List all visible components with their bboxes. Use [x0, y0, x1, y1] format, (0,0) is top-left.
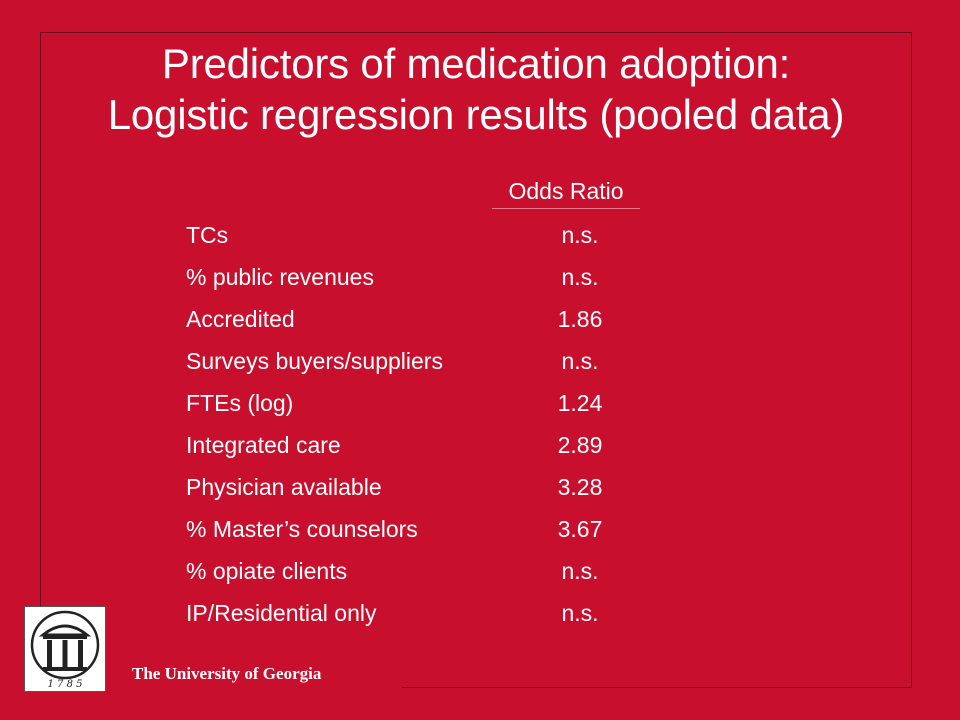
row-value: n.s.	[561, 264, 599, 290]
row-label: % Master’s counselors	[186, 516, 418, 542]
odds-ratio-header: Odds Ratio	[492, 174, 640, 209]
row-value: 2.89	[557, 432, 603, 458]
row-value: 3.28	[557, 474, 603, 500]
row-label: TCs	[186, 222, 229, 248]
arch-logo-icon: 1 7 8 5	[30, 610, 100, 690]
row-value: n.s.	[561, 222, 599, 248]
row-value: 1.86	[557, 306, 603, 332]
row-label: % opiate clients	[186, 558, 348, 584]
title-line-2: Logistic regression results (pooled data…	[107, 91, 845, 138]
row-label: Accredited	[186, 306, 295, 332]
row-label: IP/Residential only	[186, 600, 377, 626]
row-value: n.s.	[561, 348, 599, 374]
row-label: % public revenues	[186, 264, 374, 290]
row-label: Physician available	[186, 474, 382, 500]
university-logo: 1 7 8 5	[24, 606, 106, 692]
row-label: Surveys buyers/suppliers	[186, 348, 443, 374]
slide-title: Predictors of medication adoption: Logis…	[40, 38, 912, 140]
row-value: n.s.	[561, 558, 599, 584]
row-value: 1.24	[557, 390, 603, 416]
university-name: The University of Georgia	[132, 664, 322, 683]
row-label: FTEs (log)	[186, 390, 294, 416]
logo-year: 1 7 8 5	[48, 679, 83, 690]
row-value: n.s.	[561, 600, 599, 626]
slide-frame	[40, 32, 912, 688]
title-line-1: Predictors of medication adoption:	[161, 40, 791, 87]
row-label: Integrated care	[186, 432, 341, 458]
row-value: 3.67	[557, 516, 603, 542]
